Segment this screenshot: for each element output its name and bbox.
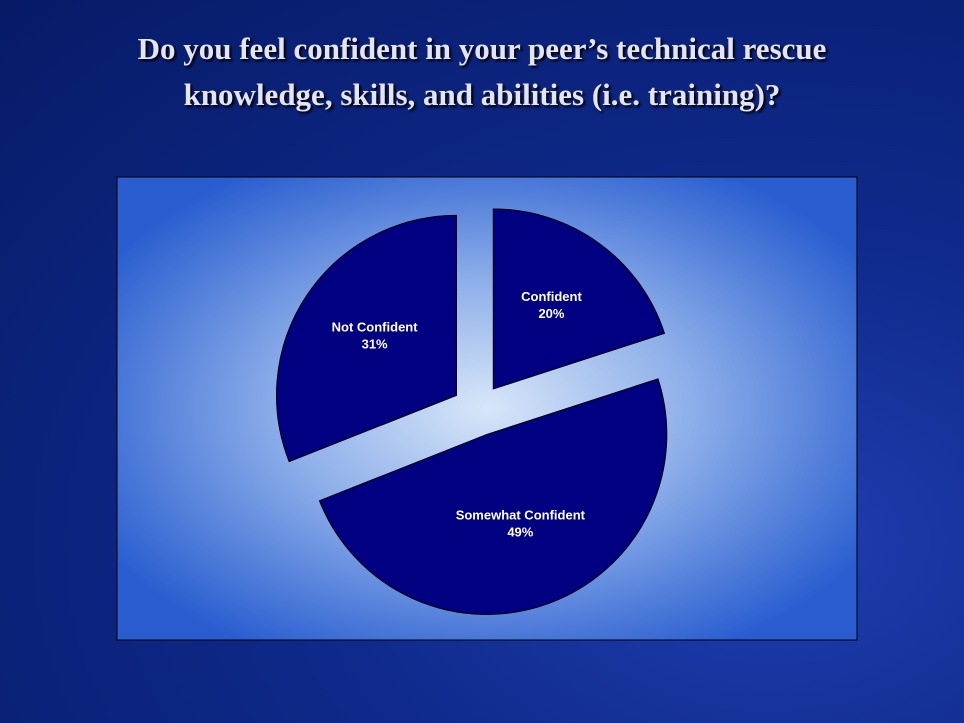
slice-name: Confident: [521, 289, 582, 304]
pie-slice: [492, 208, 666, 390]
data-label: Somewhat Confident 49%: [456, 508, 586, 540]
slice-percent: 49%: [507, 525, 533, 540]
data-label: Not Confident 31%: [332, 320, 419, 352]
slice-name: Not Confident: [332, 320, 419, 335]
pie-slice: [276, 214, 457, 463]
pie: Confident 20% Somewhat Confident 49% Not Con…: [276, 208, 668, 615]
slice-percent: 31%: [362, 337, 388, 352]
slice-percent: 20%: [538, 306, 564, 321]
slice-name: Somewhat Confident: [456, 508, 586, 523]
data-label: Confident 20%: [521, 289, 582, 321]
chart-title: Do you feel confident in your peer’s tec…: [137, 31, 827, 112]
pie-slice: [318, 378, 668, 615]
